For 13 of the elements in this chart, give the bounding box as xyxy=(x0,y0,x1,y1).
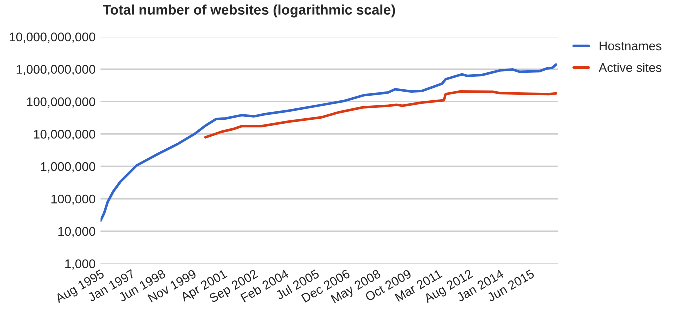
line-series xyxy=(204,90,558,139)
chart-title: Total number of websites (logarithmic scale) xyxy=(103,4,396,18)
line-series xyxy=(100,64,558,222)
y-tick-label: 1,000 xyxy=(66,260,96,270)
y-tick-label: 1,000,000,000 xyxy=(16,65,96,76)
y-tick-label: 10,000,000 xyxy=(34,130,96,140)
legend-label: Hostnames xyxy=(600,42,662,51)
y-tick-label: 10,000 xyxy=(58,227,96,238)
y-tick-label: 10,000,000,000 xyxy=(10,32,96,44)
y-tick-label: 100,000 xyxy=(52,194,96,206)
y-tick-label: 100,000,000 xyxy=(27,98,96,108)
legend-label: Active sites xyxy=(598,63,662,72)
y-tick-label: 1,000,000 xyxy=(41,162,96,173)
